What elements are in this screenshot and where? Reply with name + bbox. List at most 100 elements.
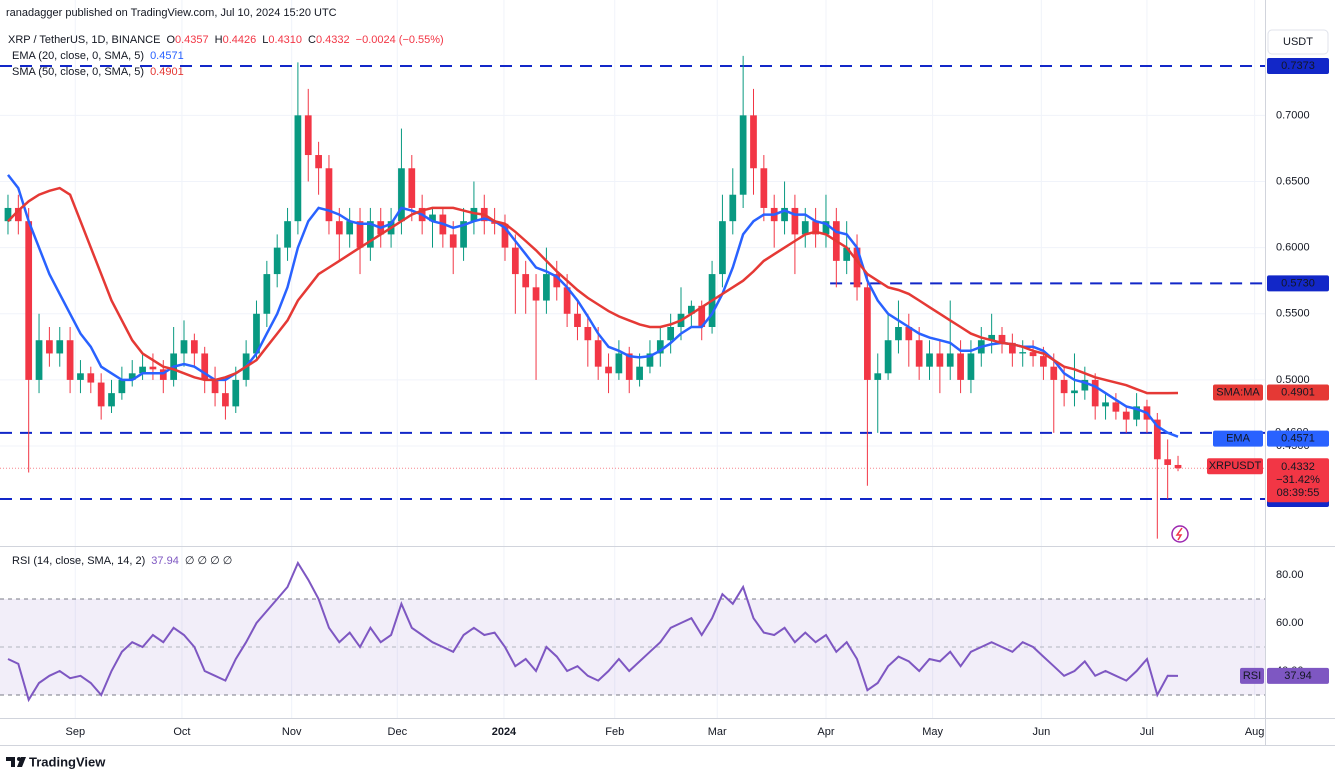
candle-body: [946, 353, 954, 367]
ohlc-value: 0.4332: [316, 34, 350, 46]
indicator-value: 0.4571: [150, 50, 184, 62]
candle-body: [853, 247, 861, 288]
indicator-legend: SMA (50, close, 0, SMA, 5) 0.4901: [12, 66, 184, 78]
indicator-line: [7, 186, 1179, 395]
rsi-value-tag-box: [1267, 667, 1329, 684]
candle-body: [14, 207, 22, 222]
candle-body: [429, 214, 436, 222]
indicator-legend: EMA (20, close, 0, SMA, 5) 0.4571: [12, 50, 184, 62]
indicator-tag-box: [1213, 384, 1263, 401]
candle-body: [294, 115, 302, 222]
level-label: 0.5730: [1281, 277, 1315, 289]
rsi-extra: ∅ ∅ ∅ ∅: [185, 555, 233, 567]
candle-body: [563, 287, 571, 314]
candle-body: [667, 327, 675, 341]
ohlc-value: 0.4310: [268, 34, 302, 46]
candle-body: [46, 340, 53, 354]
x-tick-label: 2024: [492, 726, 517, 738]
x-tick-label: Mar: [708, 726, 727, 738]
y-tick-label: 0.5500: [1276, 308, 1310, 320]
candle-body: [594, 340, 602, 367]
rsi-legend: RSI (14, close, SMA, 14, 2) 37.94 ∅ ∅ ∅ ∅: [12, 555, 232, 567]
candle-body: [656, 340, 664, 354]
candle-body: [159, 369, 167, 380]
candle-body: [398, 168, 405, 222]
candle-body: [449, 234, 457, 248]
candle-body: [1112, 402, 1120, 412]
candle-body: [739, 115, 747, 195]
candle-body: [636, 366, 643, 380]
indicator-tag: EMA: [1226, 433, 1251, 445]
candle-body: [1050, 366, 1058, 380]
candle-body: [625, 353, 633, 380]
candle-body: [1081, 379, 1089, 391]
candle-body: [553, 274, 561, 288]
candle-body: [1071, 390, 1078, 394]
rsi-tag: RSI: [1243, 670, 1261, 682]
candle-body: [1019, 352, 1027, 354]
candle-body: [263, 274, 271, 314]
candle-body: [408, 168, 416, 208]
candle-body: [1174, 464, 1182, 469]
candle-body: [118, 379, 126, 394]
price-box: [1267, 458, 1329, 503]
y-tick-label: 0.6000: [1276, 242, 1310, 254]
candle-body: [874, 373, 882, 380]
x-tick-label: Aug: [1245, 726, 1265, 738]
candle-body: [511, 247, 519, 275]
x-tick-label: Feb: [605, 726, 624, 738]
candle-body: [1029, 352, 1037, 357]
candle-body: [584, 327, 592, 341]
indicator-value-tag-box: [1267, 430, 1329, 447]
candle-body: [605, 366, 612, 374]
y-tick-label: 0.6500: [1276, 175, 1310, 187]
candle-body: [128, 373, 136, 380]
candle-body: [750, 115, 757, 169]
x-tick-label: Jul: [1140, 726, 1154, 738]
tradingview-logo[interactable]: TradingView: [6, 754, 106, 769]
candle-body: [470, 207, 478, 222]
candle-body: [315, 155, 322, 169]
candle-body: [532, 287, 540, 301]
symbol: XRP / TetherUS, 1D, BINANCE: [8, 34, 160, 46]
currency-button[interactable]: [1267, 29, 1329, 55]
x-tick-label: Sep: [65, 726, 85, 738]
ohlc-key: O: [166, 34, 175, 46]
candle-body: [698, 305, 706, 327]
ohlc-value: 0.4426: [223, 34, 257, 46]
x-tick-label: Jun: [1032, 726, 1050, 738]
currency[interactable]: USDT: [1283, 36, 1313, 48]
candle-body: [1102, 402, 1109, 407]
candle-body: [522, 274, 530, 288]
candle-body: [719, 221, 726, 275]
ohlc-key: L: [262, 34, 268, 46]
candle-body: [729, 194, 737, 222]
price-tag: XRPUSDT: [1209, 460, 1262, 472]
countdown: 08:39:55: [1277, 487, 1320, 499]
published: ranadagger published on TradingView.com,…: [6, 7, 337, 19]
candle-body: [895, 327, 902, 341]
footer-brand: TradingView: [29, 754, 106, 769]
candle-body: [936, 353, 944, 367]
rsi-tick-label: 60.00: [1276, 617, 1304, 629]
candle-body: [905, 327, 913, 341]
candle-body: [957, 353, 964, 380]
x-tick-label: May: [922, 726, 943, 738]
candle-body: [253, 313, 260, 354]
candle-body: [615, 353, 623, 374]
candle-body: [812, 221, 819, 235]
rsi-line: [7, 560, 1179, 703]
candle-body: [4, 207, 12, 222]
price-tag-box: [1207, 458, 1263, 475]
candle-body: [988, 334, 996, 341]
candle-body: [791, 207, 799, 235]
x-tick-label: Oct: [173, 726, 190, 738]
candle-body: [87, 373, 95, 383]
candle-body: [843, 247, 851, 261]
candle-body: [273, 247, 281, 275]
rsi-name: RSI (14, close, SMA, 14, 2): [12, 555, 145, 567]
replay-icon[interactable]: [1171, 525, 1189, 543]
